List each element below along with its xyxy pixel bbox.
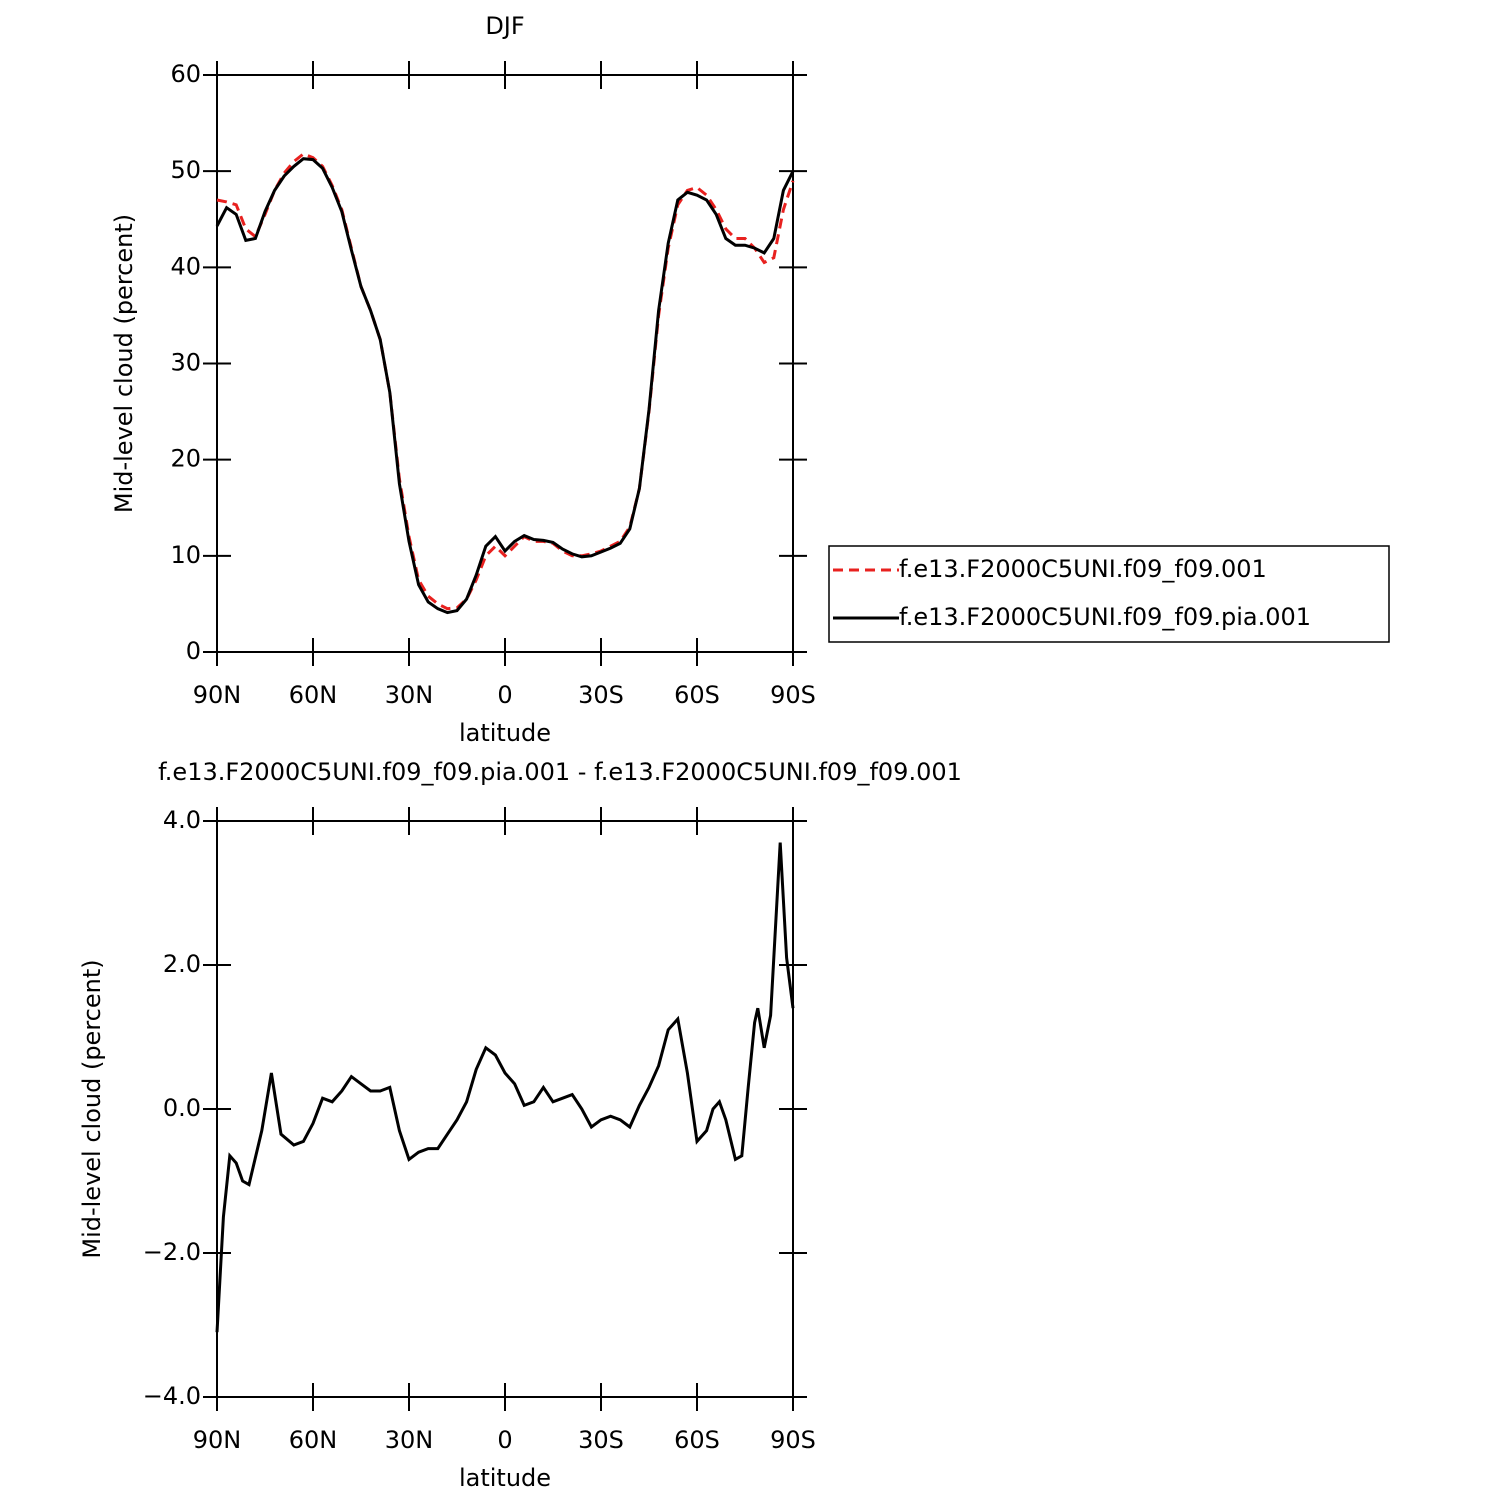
x-tick-label: 30N (385, 1426, 434, 1454)
y-axis-label: Mid-level cloud (percent) (78, 959, 106, 1258)
y-tick-label: 50 (170, 156, 201, 184)
x-tick-label: 90S (770, 1426, 816, 1454)
data-line (215, 157, 795, 615)
x-tick-label: 90N (193, 1426, 242, 1454)
x-tick-label: 90S (770, 681, 816, 709)
y-axis-label: Mid-level cloud (percent) (110, 214, 138, 513)
y-tick-label: −4.0 (143, 1382, 201, 1410)
legend-label: f.e13.F2000C5UNI.f09_f09.pia.001 (899, 603, 1311, 631)
plot-frame (216, 820, 794, 1398)
y-tick-label: 20 (170, 445, 201, 473)
x-axis-label: latitude (459, 719, 551, 747)
x-axis-label: latitude (459, 1464, 551, 1492)
chart-title: f.e13.F2000C5UNI.f09_f09.pia.001 - f.e13… (158, 758, 962, 786)
legend-box (828, 545, 1390, 643)
plot-frame (216, 74, 794, 653)
x-tick-label: 90N (193, 681, 242, 709)
x-tick-label: 60S (674, 681, 720, 709)
y-tick-label: 2.0 (163, 950, 201, 978)
legend-label: f.e13.F2000C5UNI.f09_f09.001 (899, 555, 1267, 583)
x-tick-label: 30N (385, 681, 434, 709)
y-tick-label: 60 (170, 60, 201, 88)
data-line (215, 842, 795, 1333)
x-tick-label: 60S (674, 1426, 720, 1454)
y-tick-label: 0 (186, 637, 201, 665)
x-tick-label: 30S (578, 1426, 624, 1454)
y-tick-label: 4.0 (163, 806, 201, 834)
chart-title: DJF (485, 12, 524, 40)
y-tick-label: 40 (170, 252, 201, 280)
x-tick-label: 0 (497, 1426, 512, 1454)
y-tick-label: 0.0 (163, 1094, 201, 1122)
x-tick-label: 60N (289, 1426, 338, 1454)
x-tick-label: 0 (497, 681, 512, 709)
y-tick-label: 30 (170, 349, 201, 377)
y-tick-label: 10 (170, 541, 201, 569)
x-tick-label: 60N (289, 681, 338, 709)
y-tick-label: −2.0 (143, 1238, 201, 1266)
data-line (216, 152, 795, 611)
x-tick-label: 30S (578, 681, 624, 709)
